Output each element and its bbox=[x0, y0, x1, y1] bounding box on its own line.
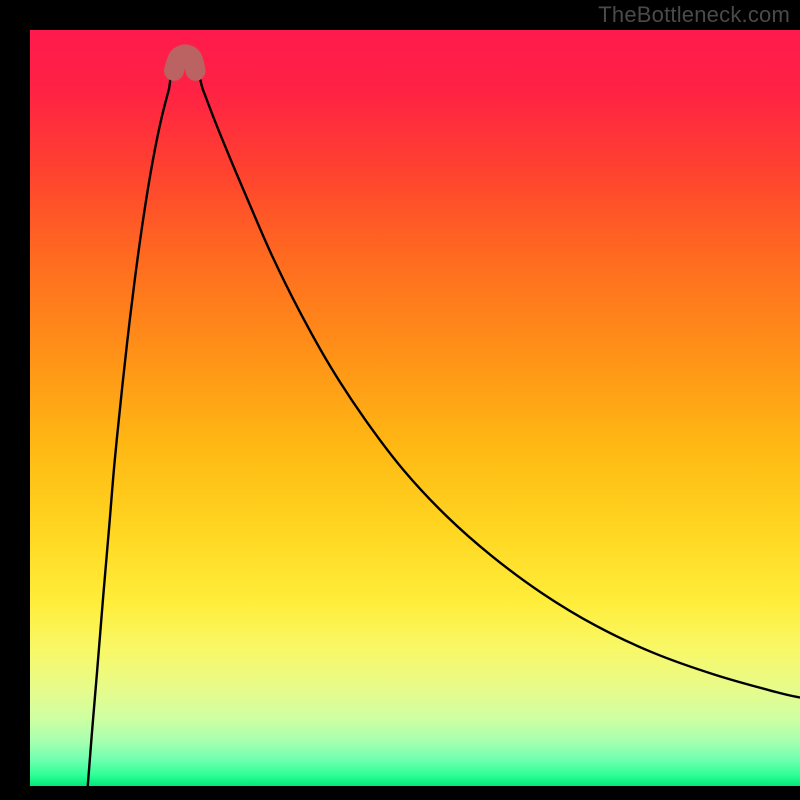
chart-container: TheBottleneck.com bbox=[0, 0, 800, 800]
watermark-text: TheBottleneck.com bbox=[598, 2, 790, 28]
gradient-background bbox=[30, 30, 800, 786]
plot-area bbox=[30, 30, 800, 786]
optimal-point-marker bbox=[174, 54, 196, 70]
